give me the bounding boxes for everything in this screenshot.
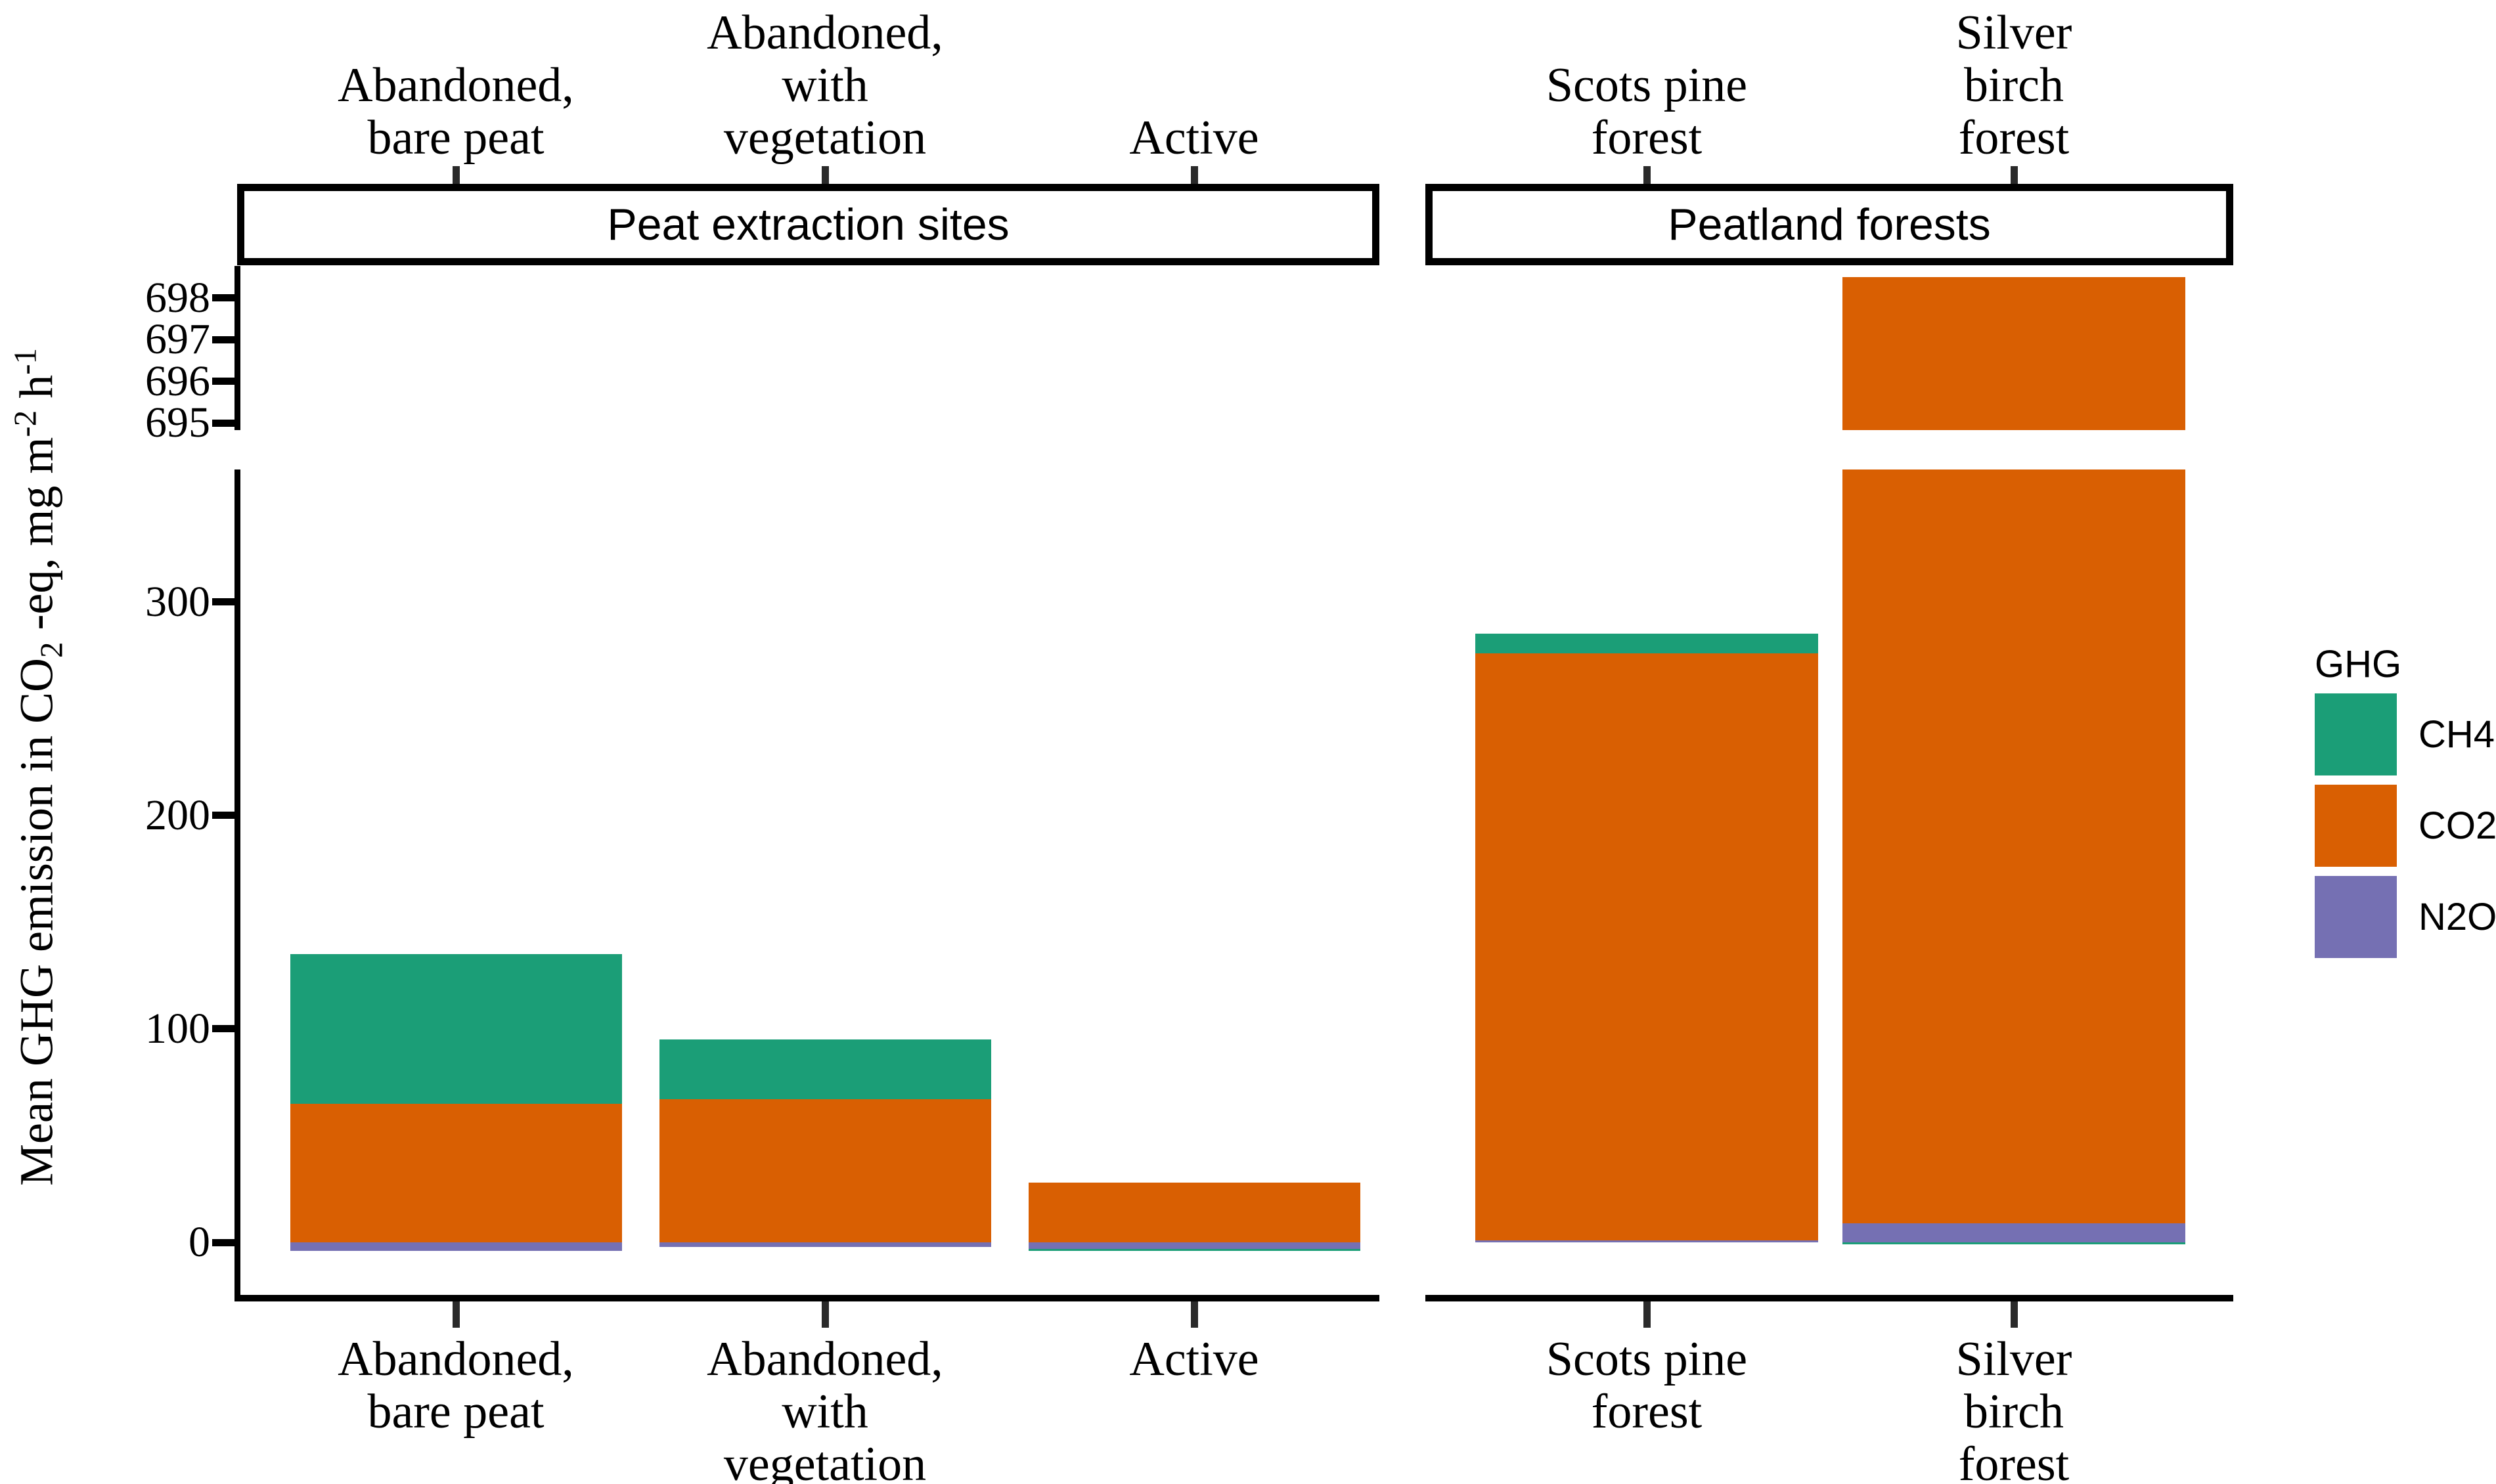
category-label-line: bare peat: [367, 1385, 545, 1439]
y-axis-title-part: -eq, mg m: [10, 437, 63, 642]
category-label-bottom: Abandoned, bare peat: [338, 1333, 574, 1438]
category-label-bottom: Silver birch forest: [1956, 1333, 2072, 1484]
bar-segment-ch4-f1-c0: [1475, 634, 1818, 653]
legend-label-ch4: CH4: [2418, 712, 2495, 756]
y-axis-tick-label: 698: [145, 273, 210, 322]
y-axis-tick-label: 100: [145, 1004, 210, 1053]
y-axis-tick: [212, 812, 234, 819]
category-label-line: Abandoned,: [707, 1332, 943, 1386]
y-axis-tick: [212, 419, 234, 427]
x-axis-line-facet-2: [1425, 1295, 2233, 1301]
legend-swatch-co2: [2315, 785, 2397, 867]
y-axis-tick: [212, 336, 234, 343]
category-label-line: forest: [1958, 111, 2070, 165]
category-label-line: vegetation: [723, 111, 927, 165]
bar-segment-co2-f1-c1: [1842, 469, 2185, 1223]
x-axis-tick-top: [2010, 166, 2018, 184]
legend-swatch-n2o: [2315, 876, 2397, 958]
category-label-line: Silver: [1955, 6, 2072, 60]
legend-title: GHG: [2315, 643, 2402, 686]
category-label-line: Scots pine: [1546, 1332, 1748, 1386]
bar-segment-co2-f1-c0: [1475, 653, 1818, 1240]
y-axis-tick-label: 695: [145, 399, 210, 447]
x-axis-tick-top: [1190, 166, 1198, 184]
y-axis-tick-label: 0: [189, 1218, 210, 1266]
x-axis-tick-bottom: [1190, 1301, 1198, 1328]
category-label-line: forest: [1591, 1385, 1703, 1439]
category-label-line: with: [782, 1385, 868, 1439]
bar-segment-n2o-f0-c0: [290, 1242, 622, 1251]
y-axis-title-part: h: [10, 374, 63, 410]
y-axis-tick: [212, 294, 234, 302]
x-axis-tick-bottom: [1643, 1301, 1651, 1328]
category-label-line: Active: [1129, 1332, 1259, 1386]
bar-segment-co2-f0-c0: [290, 1103, 622, 1242]
y-axis-title-part: Mean GHG emission in CO: [10, 658, 63, 1186]
legend-label-n2o: N2O: [2418, 895, 2496, 938]
y-axis-title-part: 2: [33, 642, 70, 659]
bar-segment-ch4-f1-c1: [1842, 1242, 2185, 1245]
x-axis-tick-bottom: [452, 1301, 460, 1328]
category-label-top: Active: [1129, 112, 1259, 164]
bar-segment-n2o-f1-c0: [1475, 1240, 1818, 1242]
y-axis-line-main-panel: [234, 469, 240, 1301]
bar-segment-co2-f0-c1: [659, 1099, 991, 1242]
y-axis-title-part: -1: [7, 348, 43, 375]
category-label-line: with: [782, 58, 868, 112]
legend-swatch-ch4: [2315, 693, 2397, 775]
bar-segment-ch4-f0-c1: [659, 1039, 991, 1100]
bar-segment-n2o-f1-c1: [1842, 1223, 2185, 1242]
x-axis-line-facet-1: [234, 1295, 1379, 1301]
category-label-line: forest: [1591, 111, 1703, 165]
bar-segment-n2o-f0-c1: [659, 1242, 991, 1247]
x-axis-tick-top: [452, 166, 460, 184]
y-axis-tick: [212, 378, 234, 385]
category-label-top: Abandoned, bare peat: [338, 59, 574, 164]
category-label-line: Silver: [1955, 1332, 2072, 1386]
category-label-line: birch: [1963, 1385, 2064, 1439]
x-axis-tick-top: [1643, 166, 1651, 184]
y-axis-title-part: -2: [7, 410, 43, 437]
category-label-line: bare peat: [367, 111, 545, 165]
category-label-line: Abandoned,: [338, 58, 574, 112]
x-axis-tick-top: [821, 166, 829, 184]
category-label-bottom: Abandoned, with vegetation: [707, 1333, 943, 1484]
x-axis-tick-bottom: [821, 1301, 829, 1328]
category-label-bottom: Scots pine forest: [1546, 1333, 1747, 1438]
category-label-line: Active: [1129, 111, 1259, 165]
facet-strip-label: Peatland forests: [1668, 200, 1991, 250]
y-axis-title: Mean GHG emission in CO2 -eq, mg m-2 h-1: [6, 348, 70, 1186]
y-axis-tick: [212, 1025, 234, 1033]
category-label-top: Abandoned, with vegetation: [707, 7, 943, 164]
y-axis-tick: [212, 1238, 234, 1246]
category-label-line: Abandoned,: [338, 1332, 574, 1386]
category-label-line: forest: [1958, 1437, 2070, 1484]
facet-strip-peat-extraction: Peat extraction sites: [237, 184, 1379, 265]
x-axis-tick-bottom: [2010, 1301, 2018, 1328]
bar-segment-co2-f0-c2: [1028, 1182, 1360, 1242]
category-label-line: birch: [1963, 58, 2064, 112]
bar-segment-co2-f1-c1: [1842, 277, 2185, 430]
y-axis-line-break-panel: [234, 266, 240, 430]
category-label-line: Abandoned,: [707, 6, 943, 60]
y-axis-tick-label: 300: [145, 577, 210, 626]
bar-segment-ch4-f0-c0: [290, 954, 622, 1104]
y-axis-tick-label: 200: [145, 791, 210, 839]
y-axis-tick: [212, 598, 234, 606]
legend-label-co2: CO2: [2418, 804, 2496, 847]
facet-strip-peatland-forests: Peatland forests: [1425, 184, 2233, 265]
y-axis-tick-label: 696: [145, 357, 210, 405]
category-label-top: Scots pine forest: [1546, 59, 1747, 164]
y-axis-tick-label: 697: [145, 315, 210, 364]
bar-segment-ch4-f0-c2: [1028, 1248, 1360, 1252]
category-label-top: Silver birch forest: [1956, 7, 2072, 164]
facet-strip-label: Peat extraction sites: [607, 200, 1010, 250]
category-label-bottom: Active: [1129, 1333, 1259, 1386]
bar-segment-n2o-f0-c2: [1028, 1242, 1360, 1249]
category-label-line: Scots pine: [1546, 58, 1748, 112]
category-label-line: vegetation: [723, 1437, 927, 1484]
